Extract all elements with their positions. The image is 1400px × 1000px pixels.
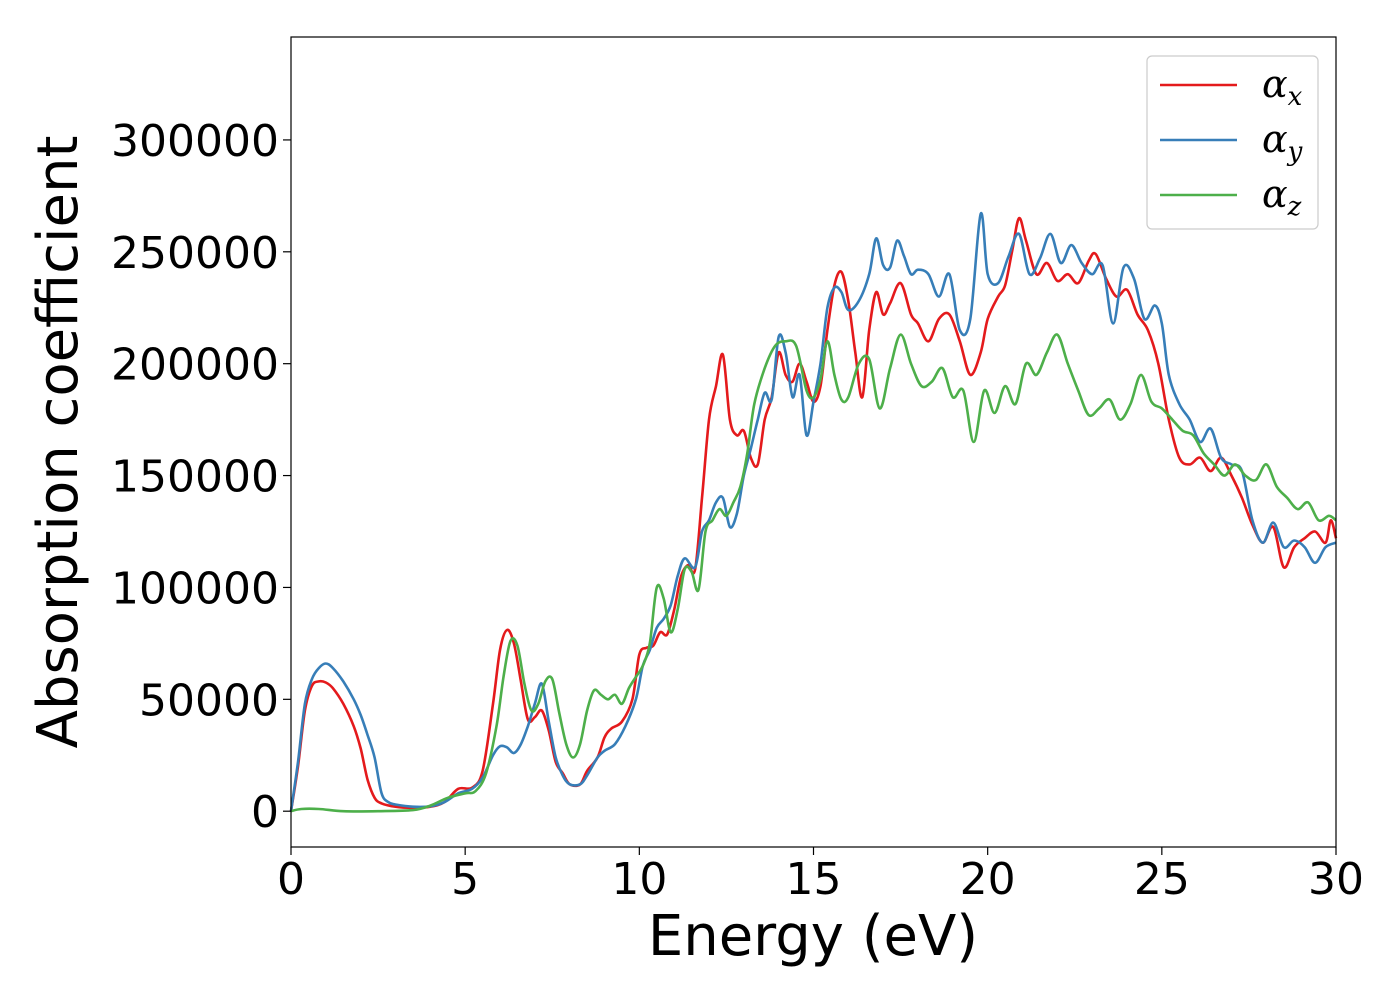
x-tick-label: 25 [1134, 854, 1190, 905]
x-tick-label: 0 [277, 854, 305, 905]
y-tick-label: 100000 [111, 563, 279, 614]
series-line-alpha-z [290, 333, 1337, 813]
series-line-alpha-y [289, 212, 1337, 812]
x-axis: 0 5 10 15 20 25 30 [277, 847, 1364, 905]
legend-label-alpha-z: αz [1262, 172, 1302, 222]
x-tick-label: 20 [960, 854, 1016, 905]
series-layer [289, 212, 1338, 813]
y-axis-label: Absorption coefficient [26, 136, 91, 749]
y-tick-label: 0 [251, 787, 279, 838]
y-axis: 0 50000 100000 150000 200000 250000 300000 [111, 116, 291, 838]
legend-box [1146, 55, 1319, 230]
y-tick-label: 150000 [111, 452, 279, 503]
y-tick-label: 250000 [111, 228, 279, 279]
x-tick-label: 5 [451, 854, 479, 905]
y-tick-label: 50000 [139, 675, 279, 726]
series-line-alpha-x [289, 216, 1338, 812]
legend-label-alpha-y: αy [1262, 117, 1303, 167]
x-tick-label: 15 [786, 854, 842, 905]
y-tick-label: 200000 [111, 340, 279, 391]
y-tick-label: 300000 [111, 116, 279, 167]
x-tick-label: 30 [1308, 854, 1364, 905]
x-tick-label: 10 [611, 854, 667, 905]
x-axis-label: Energy (eV) [648, 904, 978, 969]
legend-label-alpha-x: αx [1262, 62, 1303, 112]
